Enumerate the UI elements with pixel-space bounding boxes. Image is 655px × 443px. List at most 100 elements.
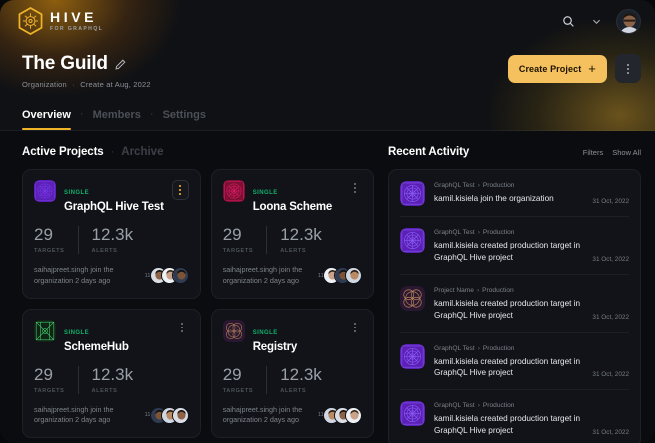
search-icon[interactable]: [560, 13, 576, 29]
status-badge: SINGLE: [252, 190, 278, 196]
breadcrumb-project: GraphQL Test: [434, 182, 475, 189]
project-card[interactable]: SINGLE SchemeHub 29 TARGETS 12.3k ALERTS saiha…: [22, 308, 201, 439]
member-avatar-stack[interactable]: 11+: [317, 406, 362, 424]
breadcrumb-project: GraphQL Test: [434, 229, 475, 236]
project-card-header: SINGLE GraphQL Hive Test: [34, 180, 189, 213]
top-bar: HIVE FOR GRAPHQL: [0, 0, 655, 42]
tab-settings[interactable]: Settings: [163, 109, 206, 130]
breadcrumb-project: GraphQL Test: [434, 402, 475, 410]
project-name: GraphQL Hive Test: [64, 201, 164, 213]
tab-overview[interactable]: Overview: [22, 109, 71, 130]
project-avatar-grid: [34, 319, 56, 342]
member-avatar-stack[interactable]: 11+: [317, 267, 362, 285]
member-avatar-stack[interactable]: 11+: [144, 267, 189, 285]
tab-members[interactable]: Members: [93, 109, 141, 130]
pencil-icon[interactable]: [115, 59, 126, 70]
avatar[interactable]: [616, 8, 641, 34]
activity-timestamp: 31 Oct, 2022: [592, 429, 629, 437]
avatar: [171, 267, 189, 285]
project-name: Registry: [252, 340, 298, 353]
avatar: [345, 267, 362, 285]
project-more-menu-button[interactable]: [348, 180, 362, 196]
alerts-stat: 12.3k ALERTS: [77, 365, 147, 394]
activity-item[interactable]: GraphQL Test › Production kamil.kisiela cre…: [400, 217, 629, 275]
alerts-label: ALERTS: [91, 248, 118, 254]
activity-description: kamil.kisiela created production target …: [434, 356, 581, 378]
projects-section-title: Active Projects: [22, 146, 104, 158]
project-card[interactable]: SINGLE Loona Scheme 29 TARGETS 12.3k ALERTS sa…: [210, 169, 374, 299]
filters-link[interactable]: Filters: [582, 147, 604, 157]
project-more-menu-button[interactable]: [348, 320, 362, 336]
activity-description: kamil.kisiela created production target …: [434, 241, 581, 262]
tab-separator: ·: [149, 108, 154, 120]
kebab-menu-icon: [354, 322, 356, 333]
project-more-menu-button[interactable]: [175, 320, 189, 336]
activity-item[interactable]: GraphQL Test › Production kamil.kisiela cre…: [400, 390, 629, 443]
chevron-right-icon: ›: [477, 229, 480, 236]
chevron-right-icon: ›: [477, 402, 480, 410]
project-avatar-radar: [400, 228, 425, 253]
kebab-menu-icon: [180, 322, 183, 333]
breadcrumb-project: Project Name: [434, 286, 474, 294]
alerts-stat: 12.3k ALERTS: [266, 365, 335, 394]
org-more-menu-button[interactable]: [615, 54, 641, 83]
project-stats: 29 TARGETS 12.3k ALERTS: [34, 226, 189, 254]
breadcrumb-target: Production: [482, 344, 515, 352]
meta-separator: ·: [72, 80, 75, 89]
kebab-menu-icon: [354, 183, 356, 193]
breadcrumb-target: Production: [482, 286, 514, 294]
alerts-value: 12.3k: [280, 225, 322, 244]
brand-logo[interactable]: HIVE FOR GRAPHQL: [18, 7, 103, 35]
breadcrumb-target: Production: [482, 229, 515, 236]
avatar: [171, 406, 189, 424]
member-overflow-count: 11+: [317, 272, 327, 279]
targets-stat: 29 TARGETS: [34, 366, 78, 394]
activity-item[interactable]: GraphQL Test › Production kamil.kisiela joi…: [400, 170, 629, 217]
project-card-header: SINGLE Registry: [222, 319, 362, 353]
project-activity-text: saihajpreet.singh join the organization …: [34, 404, 114, 425]
alerts-label: ALERTS: [91, 387, 118, 394]
breadcrumb-target: Production: [482, 182, 515, 189]
activity-item[interactable]: Project Name › Production kamil.kisiela cre…: [400, 275, 629, 333]
breadcrumb: GraphQL Test › Production: [434, 402, 583, 409]
activity-description: kamil.kisiela created production target …: [434, 414, 581, 436]
targets-label: TARGETS: [222, 248, 254, 254]
activity-item[interactable]: GraphQL Test › Production kamil.kisiela cre…: [400, 333, 629, 391]
member-avatar-stack[interactable]: 11+: [145, 406, 189, 424]
member-overflow-count: 11+: [144, 272, 154, 279]
project-card[interactable]: SINGLE Registry 29 TARGETS 12.3k ALERTS saihaj…: [210, 308, 374, 439]
archive-tab[interactable]: Archive: [121, 146, 164, 158]
project-stats: 29 TARGETS 12.3k ALERTS: [223, 365, 362, 394]
activity-timestamp: 31 Oct, 2022: [592, 198, 629, 205]
activity-timestamp: 31 Oct, 2022: [592, 255, 629, 263]
project-avatar-knot: [222, 319, 245, 342]
activity-description: kamil.kisiela created production target …: [434, 298, 581, 320]
breadcrumb-project: GraphQL Test: [434, 344, 475, 352]
targets-stat: 29 TARGETS: [34, 226, 78, 254]
targets-value: 29: [34, 364, 53, 384]
chevron-down-icon[interactable]: [588, 13, 604, 29]
org-created-label: Create at Aug, 2022: [80, 80, 151, 89]
tab-separator: ·: [79, 108, 84, 120]
show-all-link[interactable]: Show All: [612, 147, 641, 157]
breadcrumb-target: Production: [482, 402, 515, 410]
project-card-footer: saihajpreet.singh join the organization …: [223, 265, 362, 287]
project-card-footer: saihajpreet.singh join the organization …: [34, 265, 189, 287]
project-activity-text: saihajpreet.singh join the organization …: [222, 265, 303, 285]
breadcrumb: Project Name › Production: [434, 287, 583, 294]
project-avatar-radar: [400, 343, 425, 369]
alerts-value: 12.3k: [91, 225, 134, 244]
active-projects-section: Active Projects · Archive SINGLE GraphQL …: [22, 145, 374, 443]
create-project-button[interactable]: Create Project +: [507, 54, 607, 83]
activity-section-header: Recent Activity Filters Show All: [388, 145, 641, 159]
project-card[interactable]: SINGLE GraphQL Hive Test 29 TARGETS 12.3k ALE…: [22, 169, 201, 299]
org-header: The Guild Organization · Create at Aug, …: [0, 42, 655, 89]
member-overflow-count: 11+: [317, 412, 327, 419]
project-more-menu-button[interactable]: [171, 180, 189, 200]
activity-timestamp: 31 Oct, 2022: [592, 371, 629, 379]
project-activity-text: saihajpreet.singh join the organization …: [222, 404, 303, 425]
targets-value: 29: [222, 225, 242, 244]
kebab-menu-icon: [627, 63, 629, 74]
page-body: Active Projects · Archive SINGLE GraphQL …: [0, 131, 655, 443]
